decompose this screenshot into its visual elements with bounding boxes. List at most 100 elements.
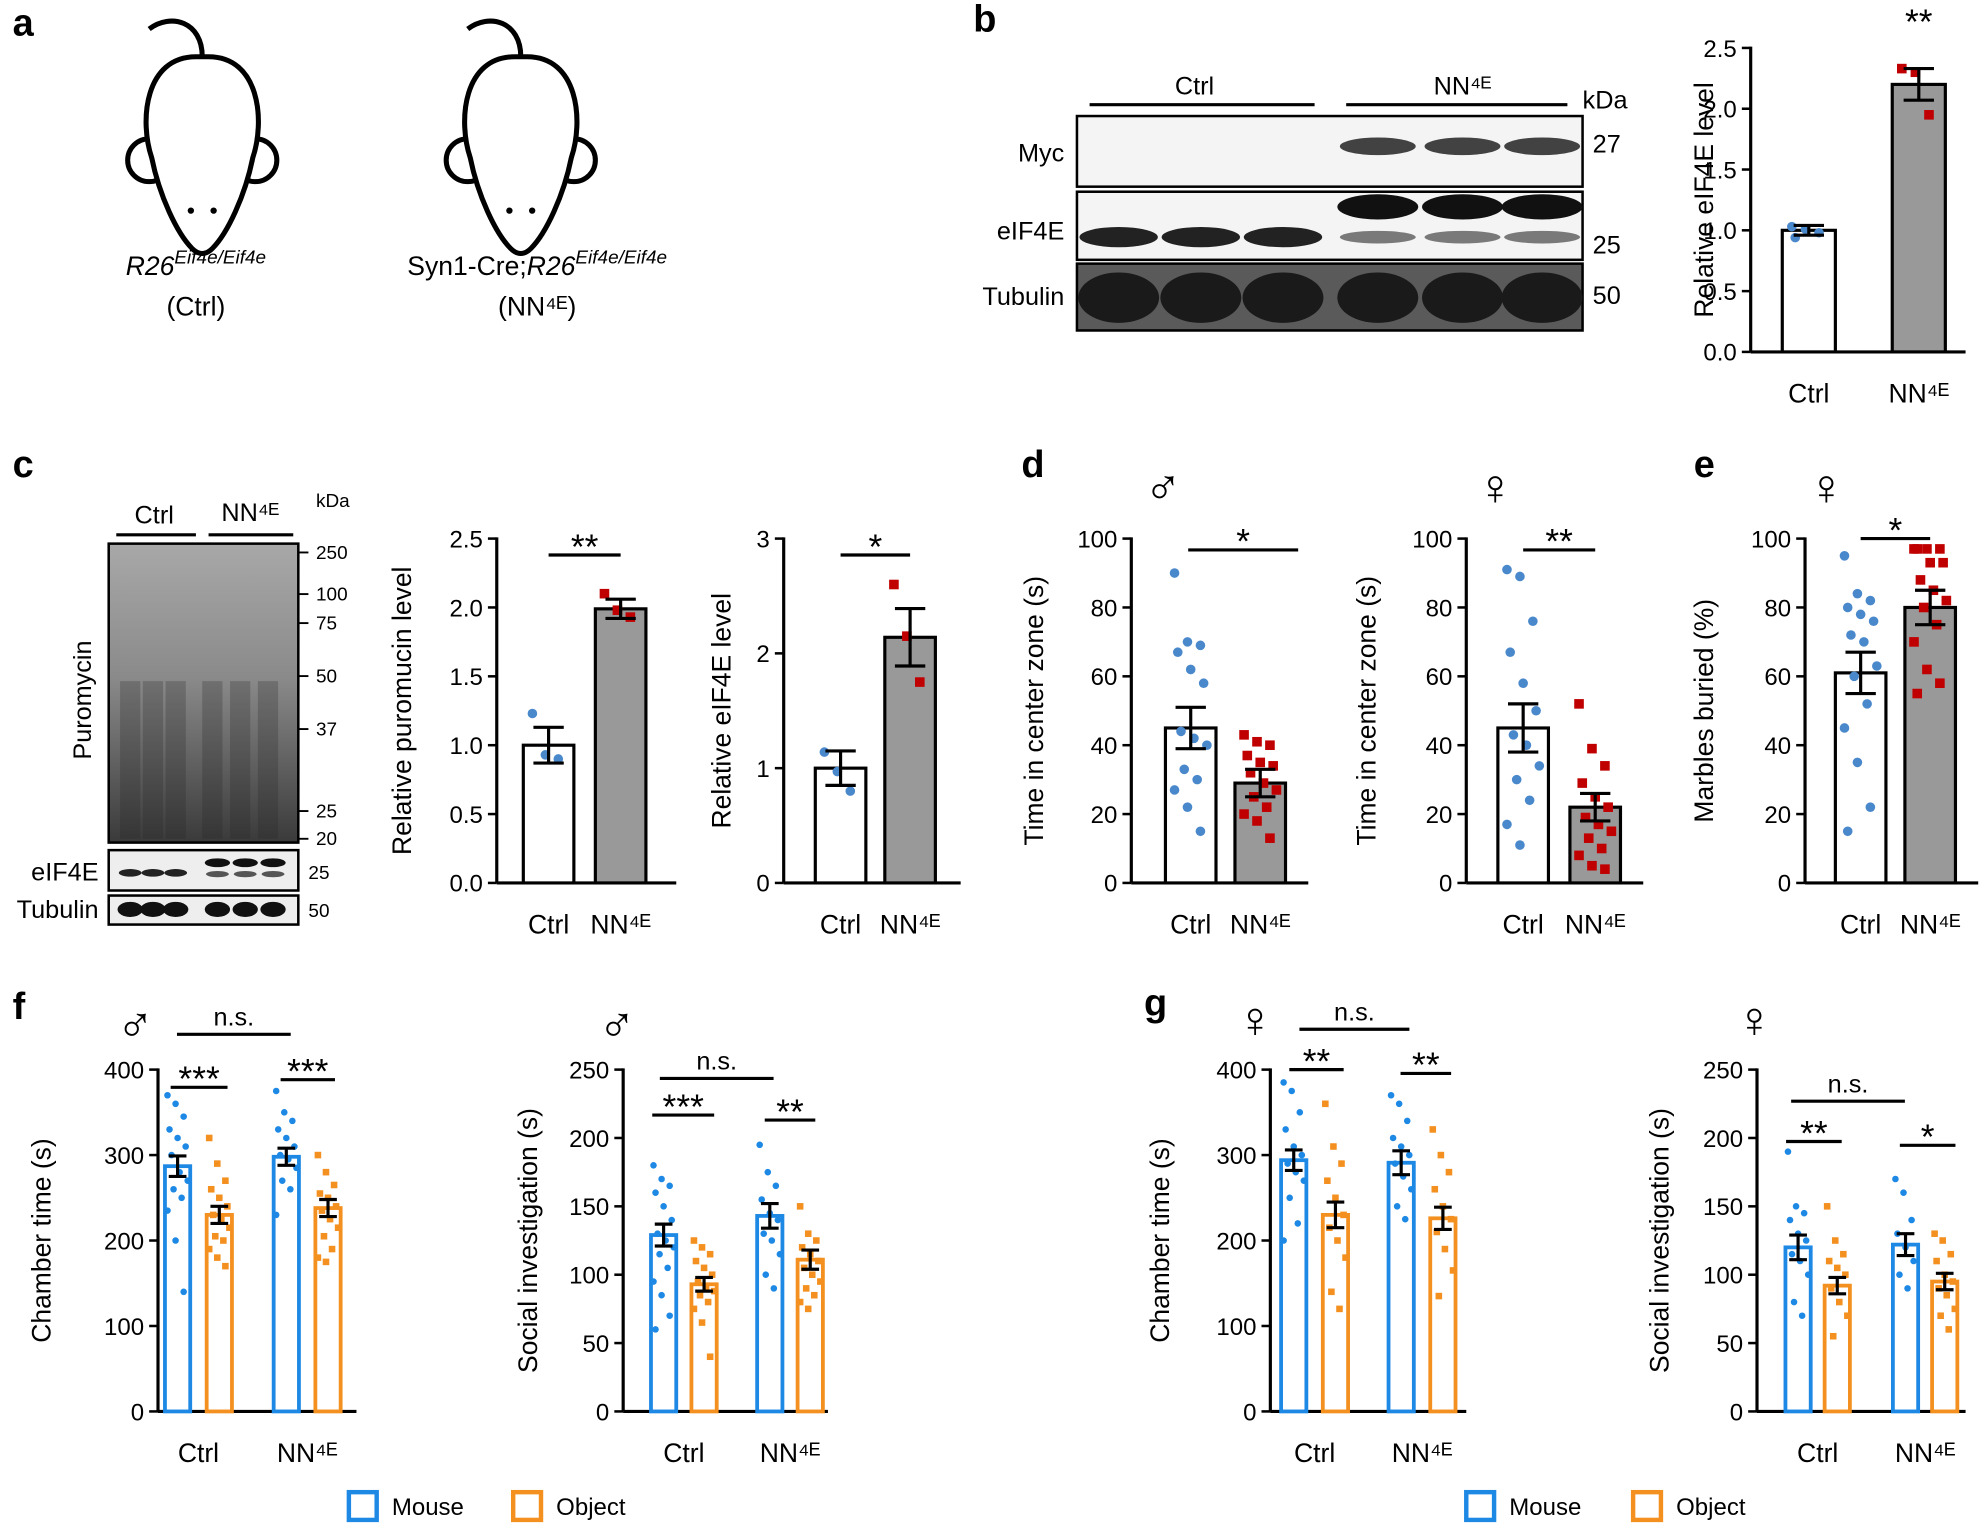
bar	[1930, 1279, 1960, 1414]
data-point	[1937, 1312, 1944, 1320]
data-point	[1435, 1292, 1443, 1300]
data-point	[1408, 1185, 1415, 1193]
data-point	[1330, 1143, 1337, 1150]
y-tick-label: 100	[1412, 526, 1452, 553]
significance-label: ***	[663, 1088, 705, 1127]
bar	[163, 1164, 193, 1414]
band	[232, 858, 258, 868]
blot-kda: 25	[308, 863, 329, 884]
data-point	[1393, 1203, 1401, 1210]
band	[1501, 194, 1583, 220]
x-tick-label: Ctrl	[663, 1438, 704, 1468]
data-point	[289, 1117, 296, 1125]
data-point	[1511, 774, 1522, 785]
mouse-group: (Ctrl)	[166, 291, 225, 321]
data-point	[1429, 1126, 1437, 1133]
y-tick-label: 150	[569, 1194, 609, 1221]
label-sup: Eif4e/Eif4e	[174, 248, 266, 269]
legend-swatch	[346, 1489, 379, 1523]
mouse-body	[462, 54, 580, 257]
sex-symbol: ♂	[1144, 459, 1182, 516]
data-point	[280, 1109, 288, 1116]
data-point	[1842, 826, 1853, 837]
y-tick-label: 0	[596, 1399, 609, 1426]
data-point	[1786, 1216, 1794, 1224]
y-tick-label: 100	[1077, 526, 1117, 553]
data-point	[1939, 1237, 1946, 1244]
y-tick-label: 20	[1426, 802, 1453, 829]
y-axis-label: Relative puromucin level	[387, 567, 417, 855]
data-point	[1288, 1087, 1295, 1095]
sex-symbol: ♀	[1236, 991, 1274, 1048]
error-bar	[760, 1202, 779, 1230]
error-bar	[1793, 223, 1824, 237]
error-bar	[1845, 650, 1876, 696]
data-point	[272, 1087, 280, 1095]
data-point	[1401, 1215, 1409, 1223]
data-point	[553, 754, 564, 764]
y-tick-label: 0	[1778, 871, 1791, 898]
band	[1243, 227, 1323, 248]
band	[232, 901, 258, 917]
y-tick-label: 100	[104, 1314, 144, 1341]
data-point	[1447, 1215, 1455, 1223]
data-point	[815, 1257, 822, 1265]
data-point	[320, 1232, 328, 1240]
band	[233, 870, 257, 878]
legend-label: Object	[556, 1494, 626, 1521]
legend-label: Object	[1676, 1494, 1746, 1521]
data-point	[207, 1185, 215, 1193]
data-point	[1859, 637, 1869, 647]
x-tick-label: Ctrl	[1170, 909, 1211, 939]
error-bar	[1245, 767, 1276, 799]
y-tick-label: 0.0	[1703, 340, 1736, 367]
error-bar	[210, 1204, 229, 1226]
data-point	[710, 1287, 718, 1295]
data-point	[1918, 602, 1929, 613]
data-point	[1524, 795, 1535, 806]
significance-label: ***	[178, 1060, 220, 1099]
data-point	[811, 1291, 818, 1299]
data-point	[1300, 1177, 1308, 1184]
data-point	[1935, 544, 1945, 554]
data-point	[1829, 1332, 1837, 1340]
bar	[883, 635, 937, 885]
error-bar	[1935, 1271, 1954, 1292]
data-point	[666, 1182, 673, 1190]
data-point	[1938, 557, 1948, 568]
band	[1501, 272, 1583, 323]
data-point	[1265, 740, 1275, 750]
data-point	[1606, 826, 1617, 837]
data-point	[1924, 110, 1934, 120]
data-point	[764, 1168, 772, 1176]
data-point	[658, 1175, 665, 1183]
data-point	[1515, 571, 1525, 582]
data-point	[1784, 1148, 1792, 1155]
x-tick-label: NN⁴ᴱ	[1392, 1438, 1453, 1468]
data-point	[1593, 819, 1604, 830]
bar	[649, 1233, 679, 1414]
blot-row-label: Tubulin	[982, 283, 1064, 311]
band	[1339, 230, 1416, 244]
y-tick-label: 80	[1426, 595, 1453, 622]
y-axis-label: Time in center zone (s)	[1351, 576, 1381, 846]
band	[204, 858, 231, 868]
data-point	[1298, 1151, 1306, 1159]
x-tick-label: NN⁴ᴱ	[1895, 1438, 1956, 1468]
data-point	[1949, 1278, 1957, 1285]
data-point	[1322, 1100, 1329, 1108]
blot-kda: 50	[316, 666, 337, 687]
data-point	[650, 1162, 657, 1169]
blot-unit: kDa	[1583, 86, 1629, 114]
data-point	[1574, 699, 1584, 709]
data-point	[332, 1203, 340, 1210]
data-point	[1284, 1160, 1291, 1167]
data-point	[1900, 1189, 1907, 1196]
data-point	[1792, 1203, 1800, 1210]
data-point	[845, 786, 856, 796]
data-point	[316, 1190, 324, 1197]
data-point	[1908, 1216, 1915, 1224]
data-point	[1600, 761, 1610, 771]
error-bar	[1789, 1233, 1807, 1262]
